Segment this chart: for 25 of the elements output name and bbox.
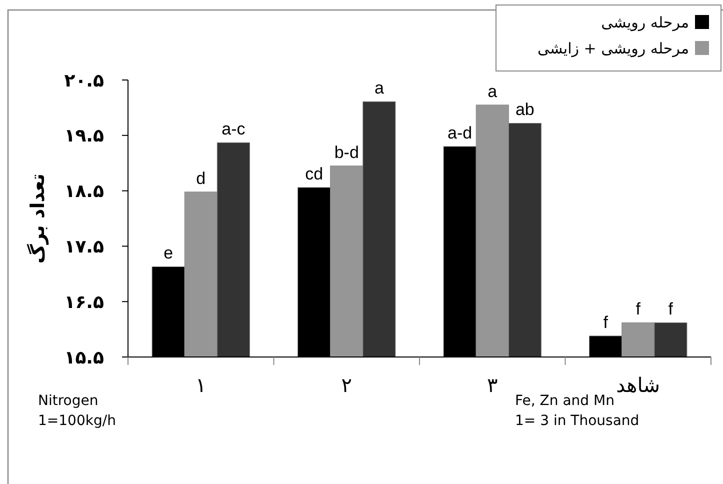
data-label: f bbox=[668, 300, 674, 319]
data-label: a bbox=[488, 82, 498, 101]
y-tick-label: ۱۵.۵ bbox=[64, 347, 104, 368]
legend-label: مرحله رویشی + زایشی bbox=[538, 39, 689, 58]
data-label: ab bbox=[515, 100, 534, 120]
y-axis-title: تعداد برگ bbox=[26, 173, 49, 264]
data-label: f bbox=[636, 300, 641, 319]
x-tick-label: ۲ bbox=[341, 373, 352, 397]
data-label: cd bbox=[305, 164, 324, 184]
data-label: a bbox=[374, 78, 384, 98]
text: Nitrogen 1=100kg/h bbox=[38, 393, 116, 429]
y-tick-label: ۱۶.۵ bbox=[64, 292, 104, 313]
y-tick-label: ۲۰.۵ bbox=[64, 70, 104, 92]
y-tick-label: ۱۷.۵ bbox=[64, 236, 104, 258]
x-tick-label: ۱ bbox=[196, 373, 206, 397]
data-label: b-d bbox=[334, 142, 359, 162]
y-tick-label: ۱۹.۵ bbox=[64, 126, 104, 147]
data-label: a-c bbox=[222, 120, 246, 139]
data-label: d bbox=[196, 168, 206, 188]
x-tick-label: ۳ bbox=[487, 373, 498, 397]
data-label: a-d bbox=[448, 123, 472, 142]
data-label: f bbox=[603, 312, 608, 332]
legend-label: مرحله رویشی bbox=[601, 13, 689, 32]
data-label: e bbox=[164, 244, 174, 263]
y-tick-label: ۱۸.۵ bbox=[64, 181, 104, 202]
